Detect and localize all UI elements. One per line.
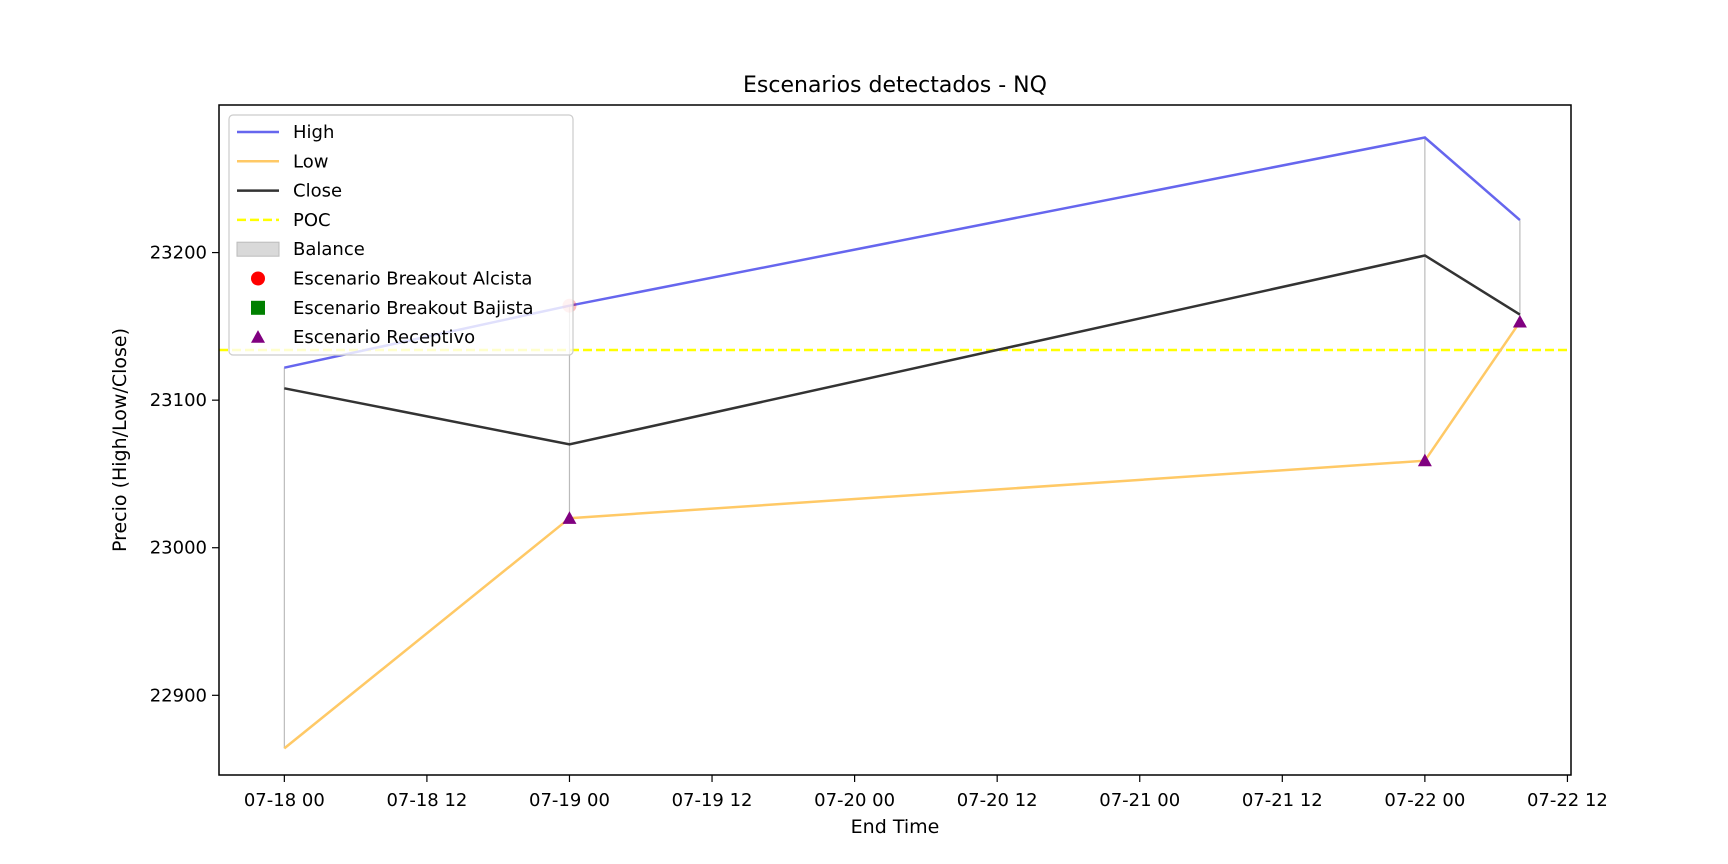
legend-box	[228, 114, 574, 356]
legend: High Low Close POC Balance Escenario Breakout…	[228, 114, 574, 356]
x-tick-label-2: 07-19 00	[529, 790, 610, 811]
x-axis: 07-18 00 07-18 12 07-19 00 07-19 12 07-20 00…	[244, 775, 1608, 811]
x-tick-label-4: 07-20 00	[814, 790, 895, 811]
legend-label-escenario-receptivo: Escenario Receptivo	[293, 327, 475, 348]
legend-swatch-balance	[236, 241, 280, 257]
x-tick-label-6: 07-21 00	[1099, 790, 1180, 811]
legend-label-escenario-breakout-alcista: Escenario Breakout Alcista	[293, 269, 532, 290]
y-tick-label-3: 23200	[150, 243, 207, 264]
legend-label-escenario-breakout-bajista: Escenario Breakout Bajista	[293, 298, 534, 319]
legend-label-high: High	[293, 122, 334, 143]
y-tick-label-2: 23100	[150, 390, 207, 411]
x-tick-label-5: 07-20 12	[957, 790, 1038, 811]
legend-swatch-escenario-breakout-bajista	[251, 300, 265, 315]
series-line-close	[284, 254, 1521, 446]
x-tick-label-9: 07-22 12	[1527, 790, 1608, 811]
legend-label-low: Low	[293, 151, 328, 172]
legend-label-close: Close	[293, 181, 342, 202]
x-tick-label-7: 07-21 12	[1242, 790, 1323, 811]
y-tick-label-1: 23000	[150, 538, 207, 559]
legend-swatch-escenario-receptivo	[251, 330, 265, 343]
series-line-low	[283, 321, 1521, 750]
y-axis: 22900 23000 23100 23200	[150, 243, 219, 706]
x-tick-label-0: 07-18 00	[244, 790, 325, 811]
scenario-marker-triangle-0	[562, 511, 577, 524]
x-tick-label-8: 07-22 00	[1384, 790, 1465, 811]
legend-swatch-escenario-breakout-alcista	[251, 271, 265, 286]
scenario-marker-triangle-2	[1512, 314, 1527, 328]
y-axis-title: Precio (High/Low/Close)	[109, 328, 131, 552]
x-axis-title: End Time	[851, 816, 940, 838]
x-tick-label-1: 07-18 12	[386, 790, 467, 811]
legend-label-poc: POC	[293, 210, 331, 231]
scenario-marker-triangle-1	[1417, 453, 1432, 467]
x-tick-label-3: 07-19 12	[672, 790, 753, 811]
y-tick-label-0: 22900	[150, 685, 207, 706]
chart-title: Escenarios detectados - NQ	[743, 73, 1047, 98]
axes-frame	[218, 104, 1572, 776]
legend-label-balance: Balance	[293, 239, 365, 260]
